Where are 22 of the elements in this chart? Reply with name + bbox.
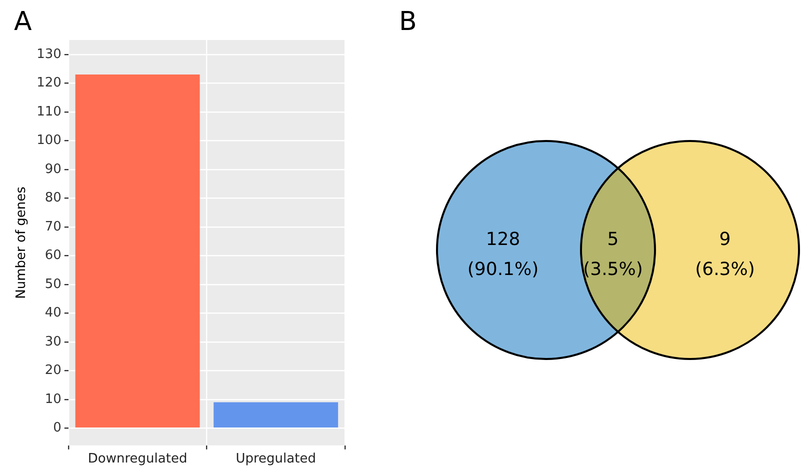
y-tick-label: 30	[44, 334, 62, 350]
y-tick-label: 90	[44, 162, 62, 177]
y-tick-label: 110	[36, 104, 62, 120]
data-label: 5 (3.5%)	[583, 229, 643, 280]
y-tick-label: 80	[44, 190, 62, 206]
y-tick-label: 120	[36, 76, 62, 91]
y-tick-label: 60	[44, 248, 62, 264]
text: B	[399, 6, 417, 37]
y-tick-label: 0	[53, 420, 62, 436]
chart-title: A	[14, 6, 32, 37]
data-label: 128 (90.1%)	[467, 229, 539, 280]
y-axis-title: Number of genes	[14, 186, 30, 299]
y-tick-label: 10	[44, 392, 62, 407]
y-tick-label: 50	[44, 276, 62, 292]
x-tick-label: Downregulated	[88, 452, 188, 467]
y-tick-label: 40	[44, 306, 62, 321]
y-tick-label: 100	[36, 133, 62, 148]
y-tick-label: 70	[44, 219, 62, 234]
y-tick-label: 20	[44, 363, 62, 378]
x-tick-label: Upregulated	[236, 452, 316, 467]
y-tick-label: 130	[36, 46, 62, 62]
data-label: 9 (6.3%)	[695, 229, 755, 280]
